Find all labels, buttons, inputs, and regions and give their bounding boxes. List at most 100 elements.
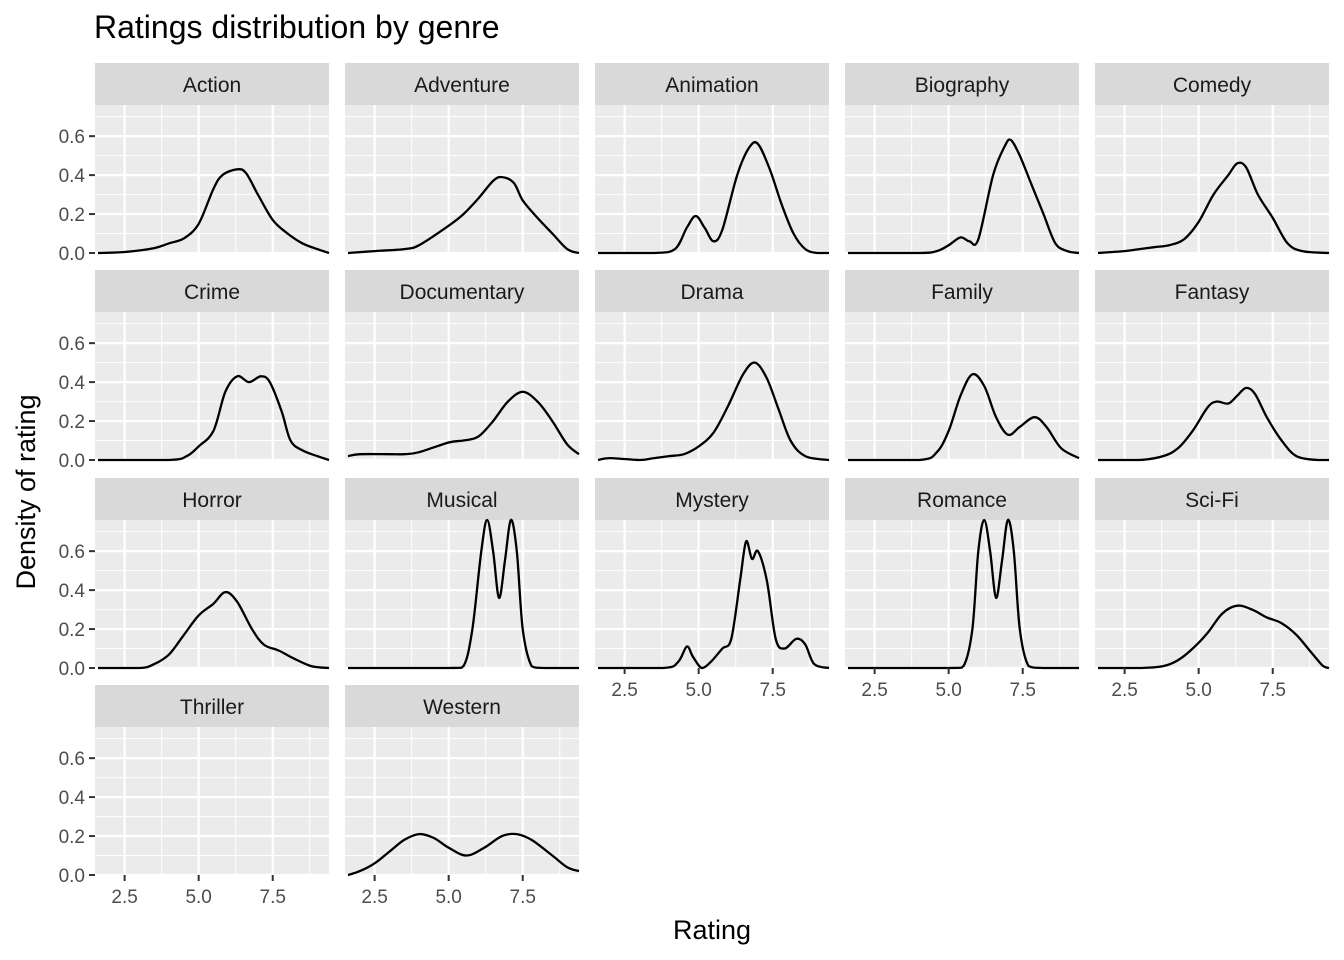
density-curve-animation	[598, 141, 829, 255]
x-axis-title: Rating	[673, 915, 751, 945]
panel-background	[595, 105, 829, 253]
y-tick-label: 0.0	[59, 659, 85, 680]
y-tick-label: 0.0	[59, 244, 85, 265]
facet-strip	[595, 478, 829, 520]
x-tick-label: 7.5	[260, 887, 286, 908]
facet-panel-mystery: Mystery 2.5 5.0 7.5	[595, 478, 830, 701]
facet-strip-label: Biography	[915, 74, 1010, 97]
y-tick-label: 0.2	[59, 620, 85, 641]
x-tick-label: 7.5	[1010, 680, 1036, 701]
panel-background	[1095, 105, 1329, 253]
facet-strip-label: Musical	[426, 489, 497, 512]
density-curve-romance	[848, 518, 1079, 670]
panel-background	[845, 105, 1079, 253]
panel-background	[595, 312, 829, 460]
facet-strip	[95, 270, 329, 312]
facet-panel-adventure: Adventure	[345, 63, 580, 255]
y-tick-label: 0.2	[59, 205, 85, 226]
density-curve-adventure	[347, 175, 580, 255]
density-curve-action	[97, 167, 330, 255]
y-tick-label: 0.6	[59, 334, 85, 355]
facet-strip	[345, 478, 579, 520]
density-curve-biography	[848, 138, 1080, 255]
panel-background	[1095, 312, 1329, 460]
density-curve-sci-fi	[1098, 604, 1330, 670]
facet-panel-sci-fi: Sci-Fi 2.5 5.0 7.5	[1095, 478, 1330, 701]
facet-strip-label: Thriller	[180, 696, 244, 719]
density-curve-musical	[348, 518, 579, 670]
x-tick-label: 5.0	[1185, 680, 1211, 701]
panel-background	[845, 312, 1079, 460]
panel-background	[595, 520, 829, 668]
facet-panel-drama: Drama	[595, 270, 830, 462]
facet-strip-label: Comedy	[1173, 74, 1252, 97]
x-tick-label: 2.5	[1111, 680, 1137, 701]
y-tick-label: 0.4	[59, 581, 86, 602]
facet-strip	[595, 270, 829, 312]
facet-strip-label: Fantasy	[1175, 281, 1250, 304]
y-tick-label: 0.0	[59, 451, 85, 472]
facet-strip	[345, 63, 579, 105]
facet-panel-fantasy: Fantasy	[1095, 270, 1329, 462]
facet-strip-label: Adventure	[414, 74, 510, 97]
density-curve-documentary	[347, 390, 580, 458]
facet-strip-label: Horror	[182, 489, 242, 512]
x-tick-label: 2.5	[861, 680, 887, 701]
facet-strip-label: Animation	[665, 74, 758, 97]
facet-strip-label: Crime	[184, 281, 240, 304]
x-tick-label: 5.0	[435, 887, 461, 908]
facet-strip-label: Mystery	[675, 489, 749, 512]
panel-background	[95, 520, 329, 668]
facet-panel-western: Western 2.5 5.0 7.5	[345, 685, 580, 908]
facet-strip	[1095, 63, 1329, 105]
facet-panel-comedy: Comedy	[1095, 63, 1330, 255]
x-tick-label: 7.5	[510, 887, 536, 908]
facet-strip	[1095, 270, 1329, 312]
y-tick-label: 0.6	[59, 542, 85, 563]
y-tick-label: 0.4	[59, 788, 86, 809]
x-tick-label: 5.0	[685, 680, 711, 701]
y-tick-label: 0.0	[59, 866, 85, 887]
density-curve-mystery	[598, 539, 830, 670]
facet-strip-label: Documentary	[400, 281, 525, 304]
facet-strip	[845, 478, 1079, 520]
x-tick-label: 5.0	[185, 887, 211, 908]
facet-panel-crime: Crime 0.0 0.2 0.4 0.6	[59, 270, 330, 472]
x-tick-label: 2.5	[111, 887, 137, 908]
density-curve-crime	[97, 374, 330, 462]
panel-background	[345, 312, 579, 460]
facet-panel-biography: Biography	[845, 63, 1080, 255]
panel-background	[1095, 520, 1329, 668]
facet-strip-label: Romance	[917, 489, 1007, 512]
facet-strip	[845, 63, 1079, 105]
facet-strip-label: Western	[423, 696, 501, 719]
facet-strip	[845, 270, 1079, 312]
facet-strip-label: Family	[931, 281, 993, 304]
panel-background	[345, 727, 579, 875]
x-tick-label: 2.5	[611, 680, 637, 701]
y-tick-label: 0.6	[59, 749, 85, 770]
panel-background	[345, 520, 579, 668]
facet-panel-romance: Romance 2.5 5.0 7.5	[845, 478, 1079, 701]
facet-panel-documentary: Documentary	[345, 270, 580, 462]
y-tick-label: 0.4	[59, 373, 86, 394]
density-curve-family	[847, 372, 1080, 462]
y-tick-label: 0.4	[59, 166, 86, 187]
facet-panels: Action 0.0 0.2 0.4 0.6 Adventure Animation Biog…	[59, 63, 1330, 908]
facet-panel-action: Action 0.0 0.2 0.4 0.6	[59, 63, 330, 265]
facet-strip-label: Drama	[680, 281, 743, 304]
y-tick-label: 0.2	[59, 412, 85, 433]
density-curve-comedy	[1097, 161, 1330, 255]
facet-strip	[595, 63, 829, 105]
facet-panel-musical: Musical	[345, 478, 579, 670]
facet-strip	[95, 685, 329, 727]
density-curve-fantasy	[1097, 386, 1329, 462]
facet-strip	[345, 685, 579, 727]
panel-background	[95, 727, 329, 875]
facet-strip-label: Sci-Fi	[1185, 489, 1239, 512]
facet-panel-family: Family	[845, 270, 1080, 462]
panel-background	[95, 105, 329, 253]
facet-strip	[95, 478, 329, 520]
chart-title: Ratings distribution by genre	[94, 9, 500, 45]
